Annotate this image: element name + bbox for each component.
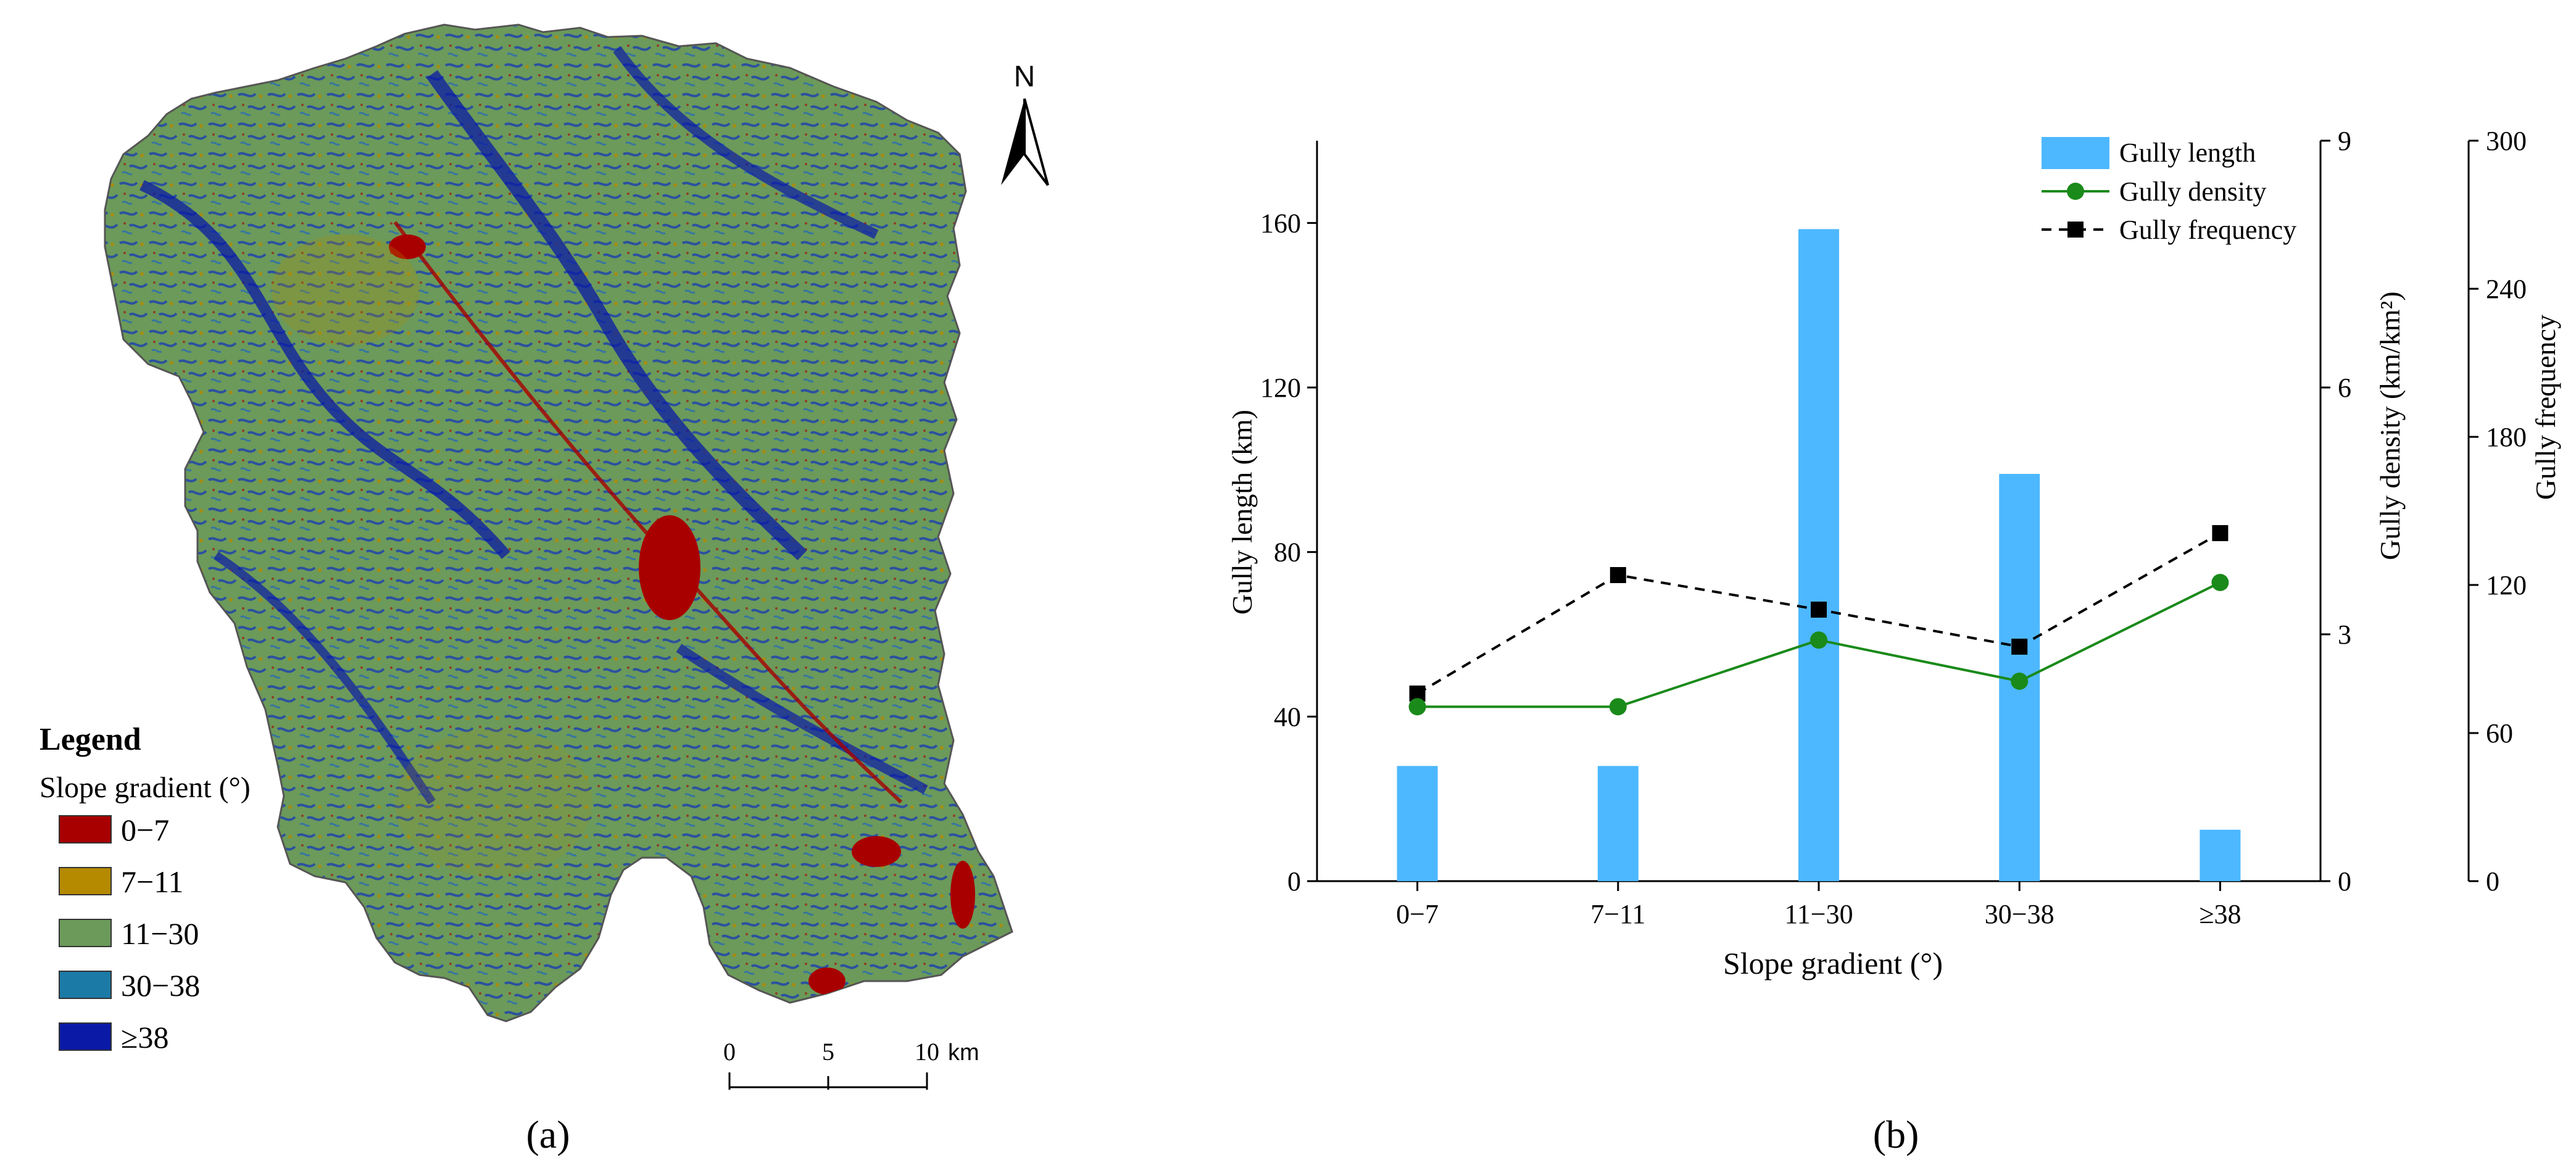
legend-item-label: 7−11 — [121, 864, 183, 899]
left-axis-tick-label: 160 — [1260, 208, 1301, 238]
legend-item-label: 0−7 — [121, 813, 169, 847]
chart-legend: Gully length Gully density Gully frequency — [2042, 137, 2296, 245]
x-axis-tick-label: 11−30 — [1784, 899, 1853, 929]
left-axis-tick-label: 0 — [1287, 866, 1301, 897]
right-axis-frequency-tick-label: 60 — [2486, 718, 2513, 748]
point-gully-density — [1609, 698, 1627, 716]
left-axis-tick-label: 40 — [1274, 702, 1301, 732]
right-axis-frequency-tick-label: 120 — [2486, 570, 2527, 600]
north-arrow-icon — [1001, 98, 1049, 186]
right-axis-density-tick-label: 0 — [2338, 866, 2351, 897]
legend-swatch-gully-length — [2042, 137, 2109, 169]
chart-bars — [1397, 229, 2241, 881]
panel-a-map: Legend Slope gradient (°) 0−7 7−11 11−30 30… — [39, 23, 1049, 1156]
x-axis-tick-label: 30−38 — [1985, 899, 2055, 929]
right-axis-title-frequency: Gully frequency — [2530, 315, 2561, 500]
scale-tick-5: 5 — [822, 1038, 834, 1066]
scale-tick-10: 10 — [915, 1038, 939, 1066]
legend-title: Legend — [39, 722, 141, 757]
bar-gully-length — [1397, 766, 1438, 881]
x-axis-tick-label: 0−7 — [1396, 899, 1439, 929]
legend-label-gully-length: Gully length — [2119, 138, 2256, 168]
legend-item-label: 30−38 — [121, 968, 200, 1003]
legend-swatch — [59, 815, 112, 843]
right-axis-frequency-tick-label: 300 — [2486, 126, 2527, 156]
panel-a-label: (a) — [526, 1113, 570, 1156]
right-axis-density-tick-label: 3 — [2338, 620, 2351, 650]
left-axis-tick-label: 80 — [1274, 537, 1301, 568]
legend-label-gully-frequency: Gully frequency — [2119, 215, 2296, 245]
x-axis-tick-label: 7−11 — [1590, 899, 1645, 929]
bar-gully-length — [2200, 829, 2241, 881]
scale-unit: km — [948, 1040, 979, 1066]
right-axis-title-density: Gully density (km/km²) — [2374, 291, 2406, 560]
legend-marker-gully-frequency — [2067, 222, 2084, 238]
x-axis-title: Slope gradient (°) — [1723, 946, 1943, 980]
panel-b-label: (b) — [1873, 1113, 1919, 1156]
panel-b-chart: 0 40 80 120 160 0−7 7−11 11−30 30−38 ≥38 0 3 6 9 0 60 12… — [1226, 126, 2561, 1156]
point-gully-density — [1408, 698, 1426, 716]
legend-swatch — [59, 867, 112, 895]
legend-item-label: ≥38 — [121, 1020, 168, 1055]
bar-gully-length — [1798, 229, 1839, 881]
right-axis-frequency-tick-label: 180 — [2486, 422, 2527, 452]
point-gully-frequency — [2011, 639, 2028, 655]
point-gully-frequency — [1811, 602, 1827, 618]
chart-axes: 0 40 80 120 160 0−7 7−11 11−30 30−38 ≥38 0 3 6 9 0 60 12… — [1260, 126, 2527, 929]
legend-items: 0−7 7−11 11−30 30−38 ≥38 — [59, 813, 200, 1055]
north-arrow: N — [1001, 60, 1049, 186]
right-axis-frequency-tick-label: 240 — [2486, 274, 2527, 304]
point-gully-density — [2211, 574, 2229, 591]
chart-lines — [1408, 525, 2229, 716]
point-gully-frequency — [1610, 567, 1626, 583]
right-axis-density-tick-label: 9 — [2338, 126, 2351, 156]
point-gully-density — [2011, 673, 2029, 690]
legend-label-gully-density: Gully density — [2119, 176, 2266, 207]
legend-swatch — [59, 919, 112, 947]
legend-subtitle: Slope gradient (°) — [39, 771, 251, 804]
north-label: N — [1014, 60, 1036, 93]
legend-swatch — [59, 971, 112, 999]
point-gully-frequency — [2212, 525, 2229, 541]
legend-swatch — [59, 1022, 112, 1051]
scale-bar: 0 5 10 km — [723, 1038, 979, 1090]
left-axis-title: Gully length (km) — [1226, 410, 1258, 615]
watershed-slope-map — [104, 23, 1013, 1022]
bar-gully-length — [1597, 766, 1639, 881]
slope-class-patches — [139, 46, 975, 995]
scale-tick-0: 0 — [723, 1038, 736, 1066]
legend-marker-gully-density — [2067, 183, 2084, 200]
map-legend: Legend Slope gradient (°) 0−7 7−11 11−30 30… — [39, 722, 251, 1055]
x-axis-tick-label: ≥38 — [2199, 899, 2241, 929]
point-gully-density — [1810, 631, 1827, 649]
legend-item-label: 11−30 — [121, 916, 199, 951]
left-axis-tick-label: 120 — [1260, 373, 1301, 403]
right-axis-density-tick-label: 6 — [2338, 373, 2351, 403]
right-axis-frequency-tick-label: 0 — [2486, 866, 2499, 897]
